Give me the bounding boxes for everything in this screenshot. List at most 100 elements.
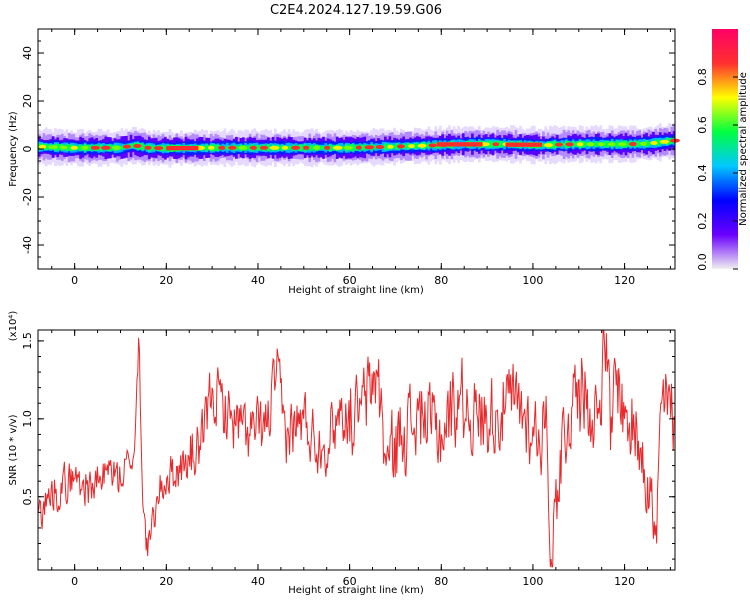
spectrogram-hotspot (417, 143, 427, 148)
spectrogram-y-tick-label: -40 (21, 236, 34, 254)
spectrogram-hotspot (396, 144, 405, 149)
snr-x-ticks: 0 20 40 60 80 100 120 (51, 330, 671, 588)
snr-series (37, 330, 676, 568)
spectrogram-cell (393, 144, 396, 149)
snr-x-tick-label: 0 (71, 575, 78, 588)
spectrogram-hotspot (80, 145, 89, 150)
spectrogram-hotspot (387, 144, 394, 149)
spectrogram-hotspot (428, 143, 437, 148)
colorbar-label: Normalized spectral amplitude (738, 72, 749, 226)
snr-y-tick-label: 0.5 (21, 488, 34, 506)
spectrogram-hotspot (492, 142, 500, 147)
spectrogram-hotspot (408, 144, 415, 149)
spectrogram-hotspot (48, 145, 58, 150)
spectrogram-cell (583, 141, 587, 147)
spectrogram-cell (383, 143, 387, 151)
spectrogram-cell (562, 142, 566, 147)
spectrogram-hotspot (290, 145, 301, 150)
spectrogram-hotspot (607, 142, 616, 147)
snr-x-tick-label: 20 (159, 575, 173, 588)
colorbar-tick-label: 0.6 (696, 116, 709, 134)
spectrogram-cell (574, 142, 577, 147)
spectrogram-cell (395, 143, 399, 151)
spectrogram-panel: 0 20 40 60 80 100 120 -40 -20 0 20 40 Height of st… (8, 28, 680, 296)
spectrogram-cell (246, 145, 250, 150)
colorbar-tick-label: 0.4 (696, 164, 709, 182)
spectrogram-cell (594, 140, 598, 148)
snr-y-tick-label: 1.5 (21, 332, 34, 350)
snr-y-label: SNR (10 * v/v) (8, 414, 19, 485)
snr-x-tick-label: 100 (522, 575, 543, 588)
spectrogram-cell (120, 146, 124, 150)
spectrogram-hotspot (218, 145, 226, 150)
spectrogram-y-tick-label: -20 (21, 188, 34, 206)
spectrogram-hotspot (133, 143, 142, 148)
spectrogram-cell (626, 142, 630, 146)
colorbar-tick-label: 0.2 (696, 212, 709, 230)
spectrogram-cell (216, 144, 220, 151)
snr-frame (38, 330, 675, 570)
spectrogram-hotspot (576, 142, 584, 147)
spectrogram-hotspot (228, 145, 237, 150)
spectrogram-cell (278, 146, 282, 150)
spectrogram-cell (129, 143, 133, 149)
spectrogram-hotspot (355, 145, 362, 150)
colorbar-gradient (712, 29, 738, 269)
spectrogram-hotspot (659, 139, 670, 144)
spectrogram-x-tick-label: 20 (159, 274, 173, 287)
spectrogram-hotspot (544, 143, 553, 148)
spectrogram-hotspot (207, 145, 215, 150)
spectrogram-x-tick-label: 100 (522, 274, 543, 287)
spectrogram-hotspot (153, 146, 164, 151)
snr-y-tick-label: 1.0 (21, 410, 34, 428)
spectrogram-peak-segment (166, 145, 199, 151)
spectrogram-x-tick-label: 80 (434, 274, 448, 287)
spectrogram-hotspot (90, 145, 100, 150)
spectrogram-cell (329, 144, 332, 152)
spectrogram-cell (425, 144, 428, 148)
spectrogram-cell (257, 145, 261, 151)
spectrogram-peak-segment (436, 142, 483, 147)
spectrogram-band (38, 122, 680, 168)
spectrogram-cell (164, 145, 167, 151)
snr-x-tick-label: 120 (614, 575, 635, 588)
spectrogram-cell (636, 140, 639, 148)
spectrogram-cell (299, 144, 302, 152)
snr-x-tick-label: 80 (434, 575, 448, 588)
spectrogram-x-ticks: 0 20 40 60 80 100 120 (51, 29, 671, 287)
spectrogram-cell (67, 144, 71, 151)
spectrogram-hotspot (332, 145, 343, 150)
spectrogram-hotspot (639, 141, 647, 146)
spectrogram-hotspot (100, 145, 111, 150)
snr-x-tick-label: 40 (251, 575, 265, 588)
spectrogram-cell (354, 145, 357, 150)
colorbar-ticks: 0.0 0.2 0.4 0.6 0.8 (696, 68, 738, 271)
spectrogram-cell (361, 144, 364, 151)
spectrogram-y-tick-label: 20 (21, 94, 34, 108)
spectrogram-cell (606, 140, 609, 148)
spectrogram-cell (416, 143, 419, 149)
spectrogram-cell (131, 143, 135, 148)
spectrogram-peak-segment (505, 142, 543, 147)
spectrogram-cell (603, 140, 607, 148)
spectrogram-hotspot (324, 145, 331, 150)
spectrogram-cell (267, 144, 270, 152)
spectrogram-hotspot (112, 145, 121, 150)
spectrogram-cell (500, 141, 504, 148)
spectrogram-hotspot (249, 145, 257, 150)
spectrogram-hotspot (281, 145, 289, 150)
spectrogram-hotspot (38, 144, 47, 149)
spectrogram-cell (638, 141, 642, 146)
snr-y-scale-label: (x10⁴) (8, 311, 19, 342)
spectrogram-cell (319, 146, 323, 150)
spectrogram-cell (498, 140, 502, 148)
spectrogram-cell (656, 139, 660, 146)
spectrogram-hotspot (618, 142, 627, 147)
spectrogram-cell (351, 144, 355, 152)
spectrogram-y-tick-label: 0 (21, 146, 34, 153)
spectrogram-hotspot (313, 145, 321, 150)
spectrogram-cell (214, 144, 218, 152)
spectrogram-hotspot (122, 144, 132, 149)
spectrogram-hotspot (269, 145, 280, 150)
